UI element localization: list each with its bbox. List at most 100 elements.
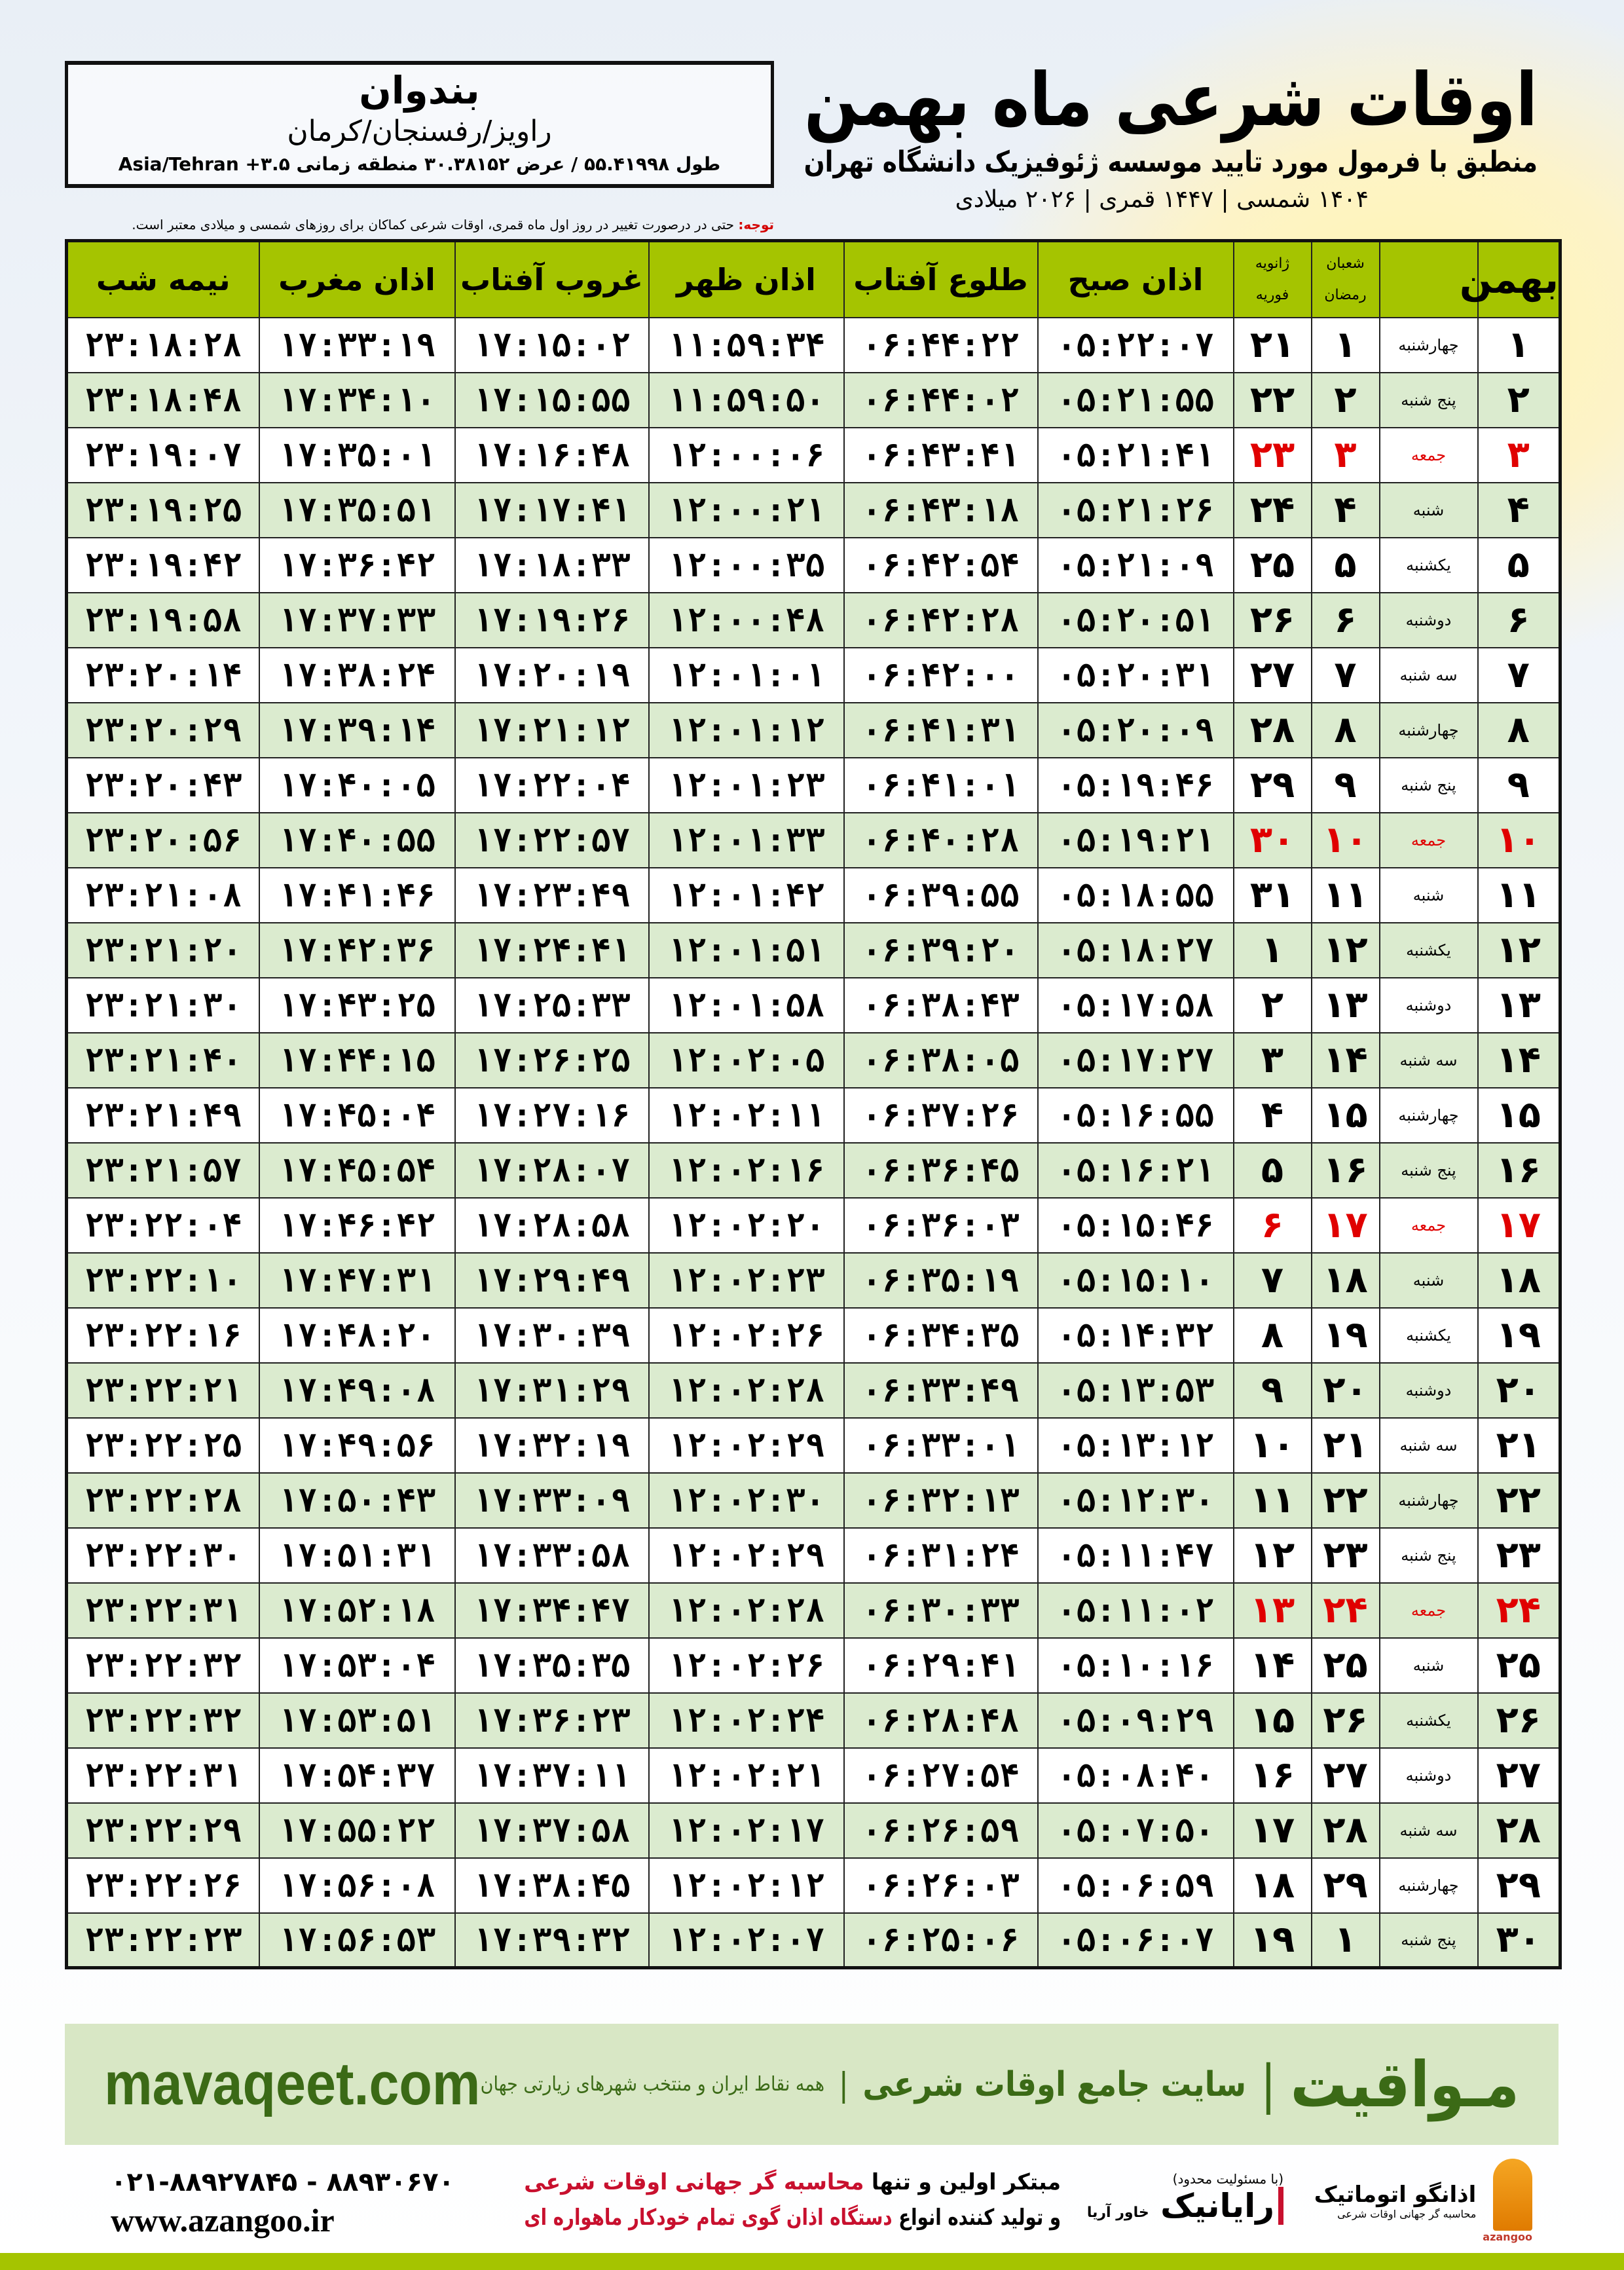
cell-dhuhr: ۱۲:۰۲:۲۹ [648, 1417, 845, 1474]
cell-sunset: ۱۷:۳۴:۴۷ [454, 1582, 650, 1639]
cell-weekday: شنبه [1378, 1252, 1479, 1309]
cell-sunrise: ۰۶:۴۰:۲۸ [843, 811, 1039, 868]
cell-day: ۲۱ [1477, 1417, 1561, 1474]
table-row: ۳ جمعه ۳ ۲۳ ۰۵:۲۱:۴۱ ۰۶:۴۳:۴۱ ۱۲:۰۰:۰۶ ۱۷:۱۶:۴۸… [65, 426, 1561, 483]
cell-dhuhr: ۱۲:۰۲:۰۷ [648, 1912, 845, 1969]
cell-hijri: ۱۴ [1310, 1032, 1380, 1088]
cell-weekday: جمعه [1378, 811, 1479, 868]
cell-midnight: ۲۳:۲۱:۴۹ [65, 1087, 260, 1144]
cell-dhuhr: ۱۲:۰۲:۰۵ [648, 1032, 845, 1088]
cell-greg: ۲۶ [1232, 591, 1312, 648]
cell-weekday: پنج شنبه [1378, 1527, 1479, 1584]
cell-sunset: ۱۷:۲۶:۲۵ [454, 1032, 650, 1088]
cell-midnight: ۲۳:۲۲:۲۳ [65, 1912, 260, 1969]
cell-day: ۲۷ [1477, 1747, 1561, 1804]
cell-day: ۲۴ [1477, 1582, 1561, 1639]
cell-sunrise: ۰۶:۳۸:۰۵ [843, 1032, 1039, 1088]
cell-greg: ۲۵ [1232, 536, 1312, 593]
cell-weekday: شنبه [1378, 481, 1479, 538]
cell-greg: ۱ [1232, 921, 1312, 978]
promo-1b: محاسبه گر جهانی اوقات شرعی [524, 2169, 864, 2195]
cell-fajr: ۰۵:۲۲:۰۷ [1037, 316, 1234, 373]
banner-subtext: همه نقاط ایران و منتخب شهرهای زیارتی جها… [480, 2073, 825, 2096]
cell-sunrise: ۰۶:۲۵:۰۶ [843, 1912, 1039, 1969]
cell-maghrib: ۱۷:۴۹:۵۶ [258, 1417, 456, 1474]
cell-dhuhr: ۱۲:۰۲:۲۳ [648, 1252, 845, 1309]
cell-day: ۱۸ [1477, 1252, 1561, 1309]
note: توجه: حتی در درصورت تغییر در روز اول ماه… [65, 216, 774, 233]
table-row: ۲۲ چهارشنبه ۲۲ ۱۱ ۰۵:۱۲:۳۰ ۰۶:۳۲:۱۳ ۱۲:۰۲:۳۰ ۱۷… [65, 1472, 1561, 1529]
cell-sunset: ۱۷:۲۸:۰۷ [454, 1142, 650, 1199]
cell-sunrise: ۰۶:۴۳:۴۱ [843, 426, 1039, 483]
azangoo-sub: محاسبه گر جهانی اوقات شرعی [1337, 2207, 1477, 2220]
cell-sunrise: ۰۶:۴۱:۰۱ [843, 756, 1039, 813]
promo-line-2: و تولید کننده انواع دستگاه اذان گوی تمام… [524, 2200, 1061, 2235]
table-row: ۱۵ چهارشنبه ۱۵ ۴ ۰۵:۱۶:۵۵ ۰۶:۳۷:۲۶ ۱۲:۰۲:۱۱ ۱۷:… [65, 1087, 1561, 1144]
cell-weekday: شنبه [1378, 1637, 1479, 1694]
col-hijri: شعبان رمضان [1310, 240, 1380, 318]
cell-sunset: ۱۷:۳۷:۵۸ [454, 1802, 650, 1859]
cell-sunset: ۱۷:۳۳:۵۸ [454, 1527, 650, 1584]
cell-sunrise: ۰۶:۳۶:۴۵ [843, 1142, 1039, 1199]
cell-sunset: ۱۷:۳۱:۲۹ [454, 1362, 650, 1419]
cell-hijri: ۱۶ [1310, 1142, 1380, 1199]
cell-weekday: دوشنبه [1378, 1362, 1479, 1419]
cell-midnight: ۲۳:۱۹:۰۷ [65, 426, 260, 483]
cell-weekday: چهارشنبه [1378, 1857, 1479, 1914]
azangoo-link[interactable]: www.azangoo.ir [111, 2202, 335, 2239]
cell-maghrib: ۱۷:۴۶:۴۲ [258, 1197, 456, 1254]
table-row: ۱۴ سه شنبه ۱۴ ۳ ۰۵:۱۷:۲۷ ۰۶:۳۸:۰۵ ۱۲:۰۲:۰۵ ۱۷:۲… [65, 1032, 1561, 1088]
cell-day: ۱۷ [1477, 1197, 1561, 1254]
cell-fajr: ۰۵:۱۹:۲۱ [1037, 811, 1234, 868]
cell-greg: ۲۱ [1232, 316, 1312, 373]
cell-maghrib: ۱۷:۴۴:۱۵ [258, 1032, 456, 1088]
city-name: بندوان [359, 68, 480, 113]
cell-weekday: یکشنبه [1378, 921, 1479, 978]
table-row: ۱۲ یکشنبه ۱۲ ۱ ۰۵:۱۸:۲۷ ۰۶:۳۹:۲۰ ۱۲:۰۱:۵۱ ۱۷:۲۴… [65, 921, 1561, 978]
cell-midnight: ۲۳:۲۲:۲۶ [65, 1857, 260, 1914]
cell-dhuhr: ۱۲:۰۲:۲۶ [648, 1637, 845, 1694]
table-row: ۲ پنج شنبه ۲ ۲۲ ۰۵:۲۱:۵۵ ۰۶:۴۴:۰۲ ۱۱:۵۹:۵۰ ۱۷:۱… [65, 371, 1561, 428]
table-row: ۳۰ پنج شنبه ۱ ۱۹ ۰۵:۰۶:۰۷ ۰۶:۲۵:۰۶ ۱۲:۰۲:۰۷ ۱۷:… [65, 1912, 1561, 1969]
cell-hijri: ۲۵ [1310, 1637, 1380, 1694]
cell-sunrise: ۰۶:۳۸:۴۳ [843, 977, 1039, 1033]
cell-sunrise: ۰۶:۳۱:۲۴ [843, 1527, 1039, 1584]
cell-sunrise: ۰۶:۳۳:۴۹ [843, 1362, 1039, 1419]
cell-hijri: ۱۹ [1310, 1307, 1380, 1364]
cell-hijri: ۱۸ [1310, 1252, 1380, 1309]
note-label: توجه: [738, 217, 774, 233]
cell-weekday: یکشنبه [1378, 1692, 1479, 1749]
cell-hijri: ۵ [1310, 536, 1380, 593]
cell-maghrib: ۱۷:۴۵:۵۴ [258, 1142, 456, 1199]
cell-weekday: جمعه [1378, 1582, 1479, 1639]
cell-day: ۲۲ [1477, 1472, 1561, 1529]
cell-midnight: ۲۳:۲۱:۳۰ [65, 977, 260, 1033]
cell-day: ۳ [1477, 426, 1561, 483]
cell-sunset: ۱۷:۱۹:۲۶ [454, 591, 650, 648]
cell-maghrib: ۱۷:۳۵:۵۱ [258, 481, 456, 538]
col-weekday [1378, 240, 1479, 318]
col-midnight: نیمه شب [65, 240, 260, 318]
cell-sunrise: ۰۶:۴۳:۱۸ [843, 481, 1039, 538]
cell-hijri: ۱۷ [1310, 1197, 1380, 1254]
cell-day: ۱۶ [1477, 1142, 1561, 1199]
hijri-month-1: شعبان [1326, 255, 1365, 272]
cell-fajr: ۰۵:۲۱:۴۱ [1037, 426, 1234, 483]
cell-greg: ۴ [1232, 1087, 1312, 1144]
cell-fajr: ۰۵:۱۰:۱۶ [1037, 1637, 1234, 1694]
cell-maghrib: ۱۷:۵۶:۰۸ [258, 1857, 456, 1914]
cell-hijri: ۱۲ [1310, 921, 1380, 978]
cell-midnight: ۲۳:۲۱:۴۰ [65, 1032, 260, 1088]
table-row: ۲۷ دوشنبه ۲۷ ۱۶ ۰۵:۰۸:۴۰ ۰۶:۲۷:۵۴ ۱۲:۰۲:۲۱ ۱۷:۳… [65, 1747, 1561, 1804]
table-row: ۱۹ یکشنبه ۱۹ ۸ ۰۵:۱۴:۳۲ ۰۶:۳۴:۳۵ ۱۲:۰۲:۲۶ ۱۷:۳۰… [65, 1307, 1561, 1364]
cell-sunrise: ۰۶:۳۳:۰۱ [843, 1417, 1039, 1474]
cell-weekday: سه شنبه [1378, 646, 1479, 703]
cell-weekday: پنج شنبه [1378, 1142, 1479, 1199]
cell-midnight: ۲۳:۱۹:۲۵ [65, 481, 260, 538]
cell-day: ۳۰ [1477, 1912, 1561, 1969]
cell-hijri: ۹ [1310, 756, 1380, 813]
cell-dhuhr: ۱۲:۰۲:۲۰ [648, 1197, 845, 1254]
mavaqeet-link[interactable]: mavaqeet.com [104, 2051, 481, 2117]
table-row: ۲۶ یکشنبه ۲۶ ۱۵ ۰۵:۰۹:۲۹ ۰۶:۲۸:۴۸ ۱۲:۰۲:۲۴ ۱۷:۳… [65, 1692, 1561, 1749]
coordinates: طول ۵۵.۴۱۹۹۸ / عرض ۳۰.۳۸۱۵۲ منطقه زمانی … [118, 153, 721, 175]
